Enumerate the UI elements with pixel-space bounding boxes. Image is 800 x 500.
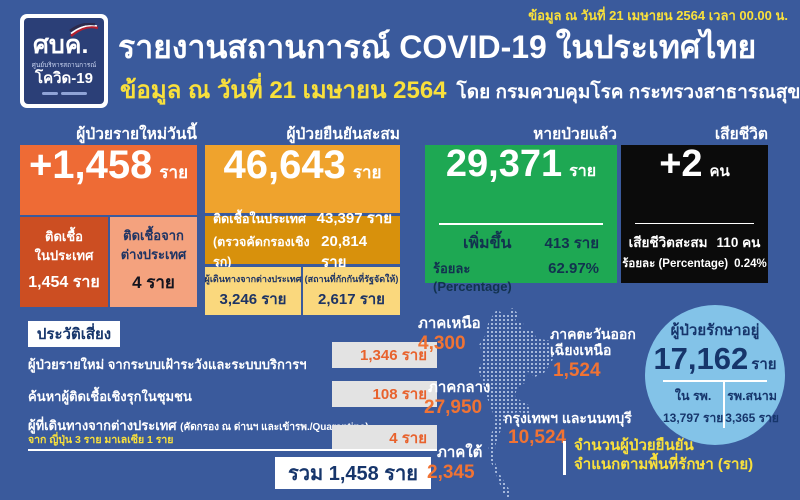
region-north-label: ภาคเหนือ <box>418 315 481 332</box>
region-bangkok-value: 10,524 <box>508 427 567 448</box>
recovered-percent-label: ร้อยละ (Percentage) <box>433 261 512 294</box>
logo-tagline-decoration <box>41 91 87 95</box>
risk-total: รวม 1,458 ราย <box>275 457 431 489</box>
risk-item3-note: จาก ญี่ปุ่น 3 ราย มาเลเซีย 1 ราย <box>28 434 174 446</box>
deaths-header: เสียชีวิต <box>714 126 768 143</box>
new-cases-card: +1,458 ราย <box>20 145 197 215</box>
subtitle-date: ข้อมูล ณ วันที่ 21 เมษายน 2564 <box>120 77 447 104</box>
treating-field-col: รพ.สนาม 3,365 ราย <box>725 382 779 428</box>
new-cases-domestic-card: ติดเชื้อ ในประเทศ 1,454 ราย <box>20 217 108 307</box>
domestic-label-1: ติดเชื้อ <box>45 229 83 245</box>
map-caption: จำนวนผู้ป่วยยืนยัน จำแนกตามพื้นที่รักษา … <box>574 437 753 475</box>
treating-circle-card: ผู้ป่วยรักษาอยู่ 17,162 ราย ใน รพ. 13,79… <box>645 305 785 445</box>
risk-item2-value: 108 ราย <box>332 381 437 407</box>
recovered-card: 29,371 ราย เพิ่มขึ้น 413 ราย ร้อยละ (Per… <box>425 143 617 294</box>
new-cases-abroad-card: ติดเชื้อจาก ต่างประเทศ 4 ราย <box>110 217 197 307</box>
subtitle-agency: โดย กรมควบคุมโรค กระทรวงสาธารณสุข <box>456 82 800 103</box>
thai-flag-swoosh-icon <box>69 22 99 43</box>
abroad-value: 4 ราย <box>132 272 175 292</box>
quarantine-value: 2,617 ราย <box>318 290 385 308</box>
cumulative-unit: ราย <box>352 163 382 182</box>
deaths-unit: คน <box>709 163 730 180</box>
travelers-label: ผู้เดินทางจากต่างประเทศ <box>204 273 302 284</box>
recovered-increase-value: 413 ราย <box>544 235 599 252</box>
region-central-label: ภาคกลาง <box>428 379 491 396</box>
region-central-value: 27,950 <box>424 397 483 418</box>
treating-unit: ราย <box>751 356 777 373</box>
recovered-percent-value: 62.97% <box>548 260 599 277</box>
recovered-increase-label: เพิ่มขึ้น <box>463 235 512 252</box>
region-northeast-label: ภาคตะวันออก เฉียงเหนือ <box>550 326 636 359</box>
new-cases-unit: ราย <box>159 163 189 182</box>
region-northeast-value: 1,524 <box>553 360 601 381</box>
deaths-cumulative-label: เสียชีวิตสะสม <box>628 235 708 250</box>
deaths-card: +2 คน เสียชีวิตสะสม 110 คน ร้อยละ (Perce… <box>621 145 768 283</box>
risk-section-divider <box>28 449 437 451</box>
map-caption-line2: จำแนกตามพื้นที่รักษา (ราย) <box>574 455 754 473</box>
risk-item2-label: ค้นหาผู้ติดเชื้อเชิงรุกในชุมชน <box>28 389 192 404</box>
ccsa-logo: ศบค. ศูนย์บริหารสถานการณ์ โควิด-19 <box>20 14 108 108</box>
cumulative-quarantine-card: (สถานที่กักกันที่รัฐจัดให้) 2,617 ราย <box>303 267 400 315</box>
logo-abbr: ศบค. <box>33 31 89 60</box>
deaths-percent-label: ร้อยละ (Percentage) <box>622 258 729 270</box>
ccsa-logo-inner: ศบค. ศูนย์บริหารสถานการณ์ โควิด-19 <box>24 18 104 104</box>
deaths-cumulative-value: 110 คน <box>716 235 761 250</box>
logo-covid-name: โควิด-19 <box>35 70 93 88</box>
page-title: รายงานสถานการณ์ COVID-19 ในประเทศไทย <box>118 29 757 65</box>
treating-hospital-col: ใน รพ. 13,797 ราย <box>663 382 726 428</box>
recovered-divider <box>439 223 603 225</box>
quarantine-label: (สถานที่กักกันที่รัฐจัดให้) <box>304 273 399 284</box>
cumulative-proactive-value: 20,814 ราย <box>321 233 368 271</box>
cumulative-value: 46,643 <box>223 143 346 187</box>
treating-value: 17,162 <box>653 341 749 376</box>
risk-item3-value: 4 ราย <box>332 425 437 451</box>
risk-item1-value: 1,346 ราย <box>332 342 437 368</box>
cumulative-card: 46,643 ราย <box>205 145 400 213</box>
cumulative-domestic-card: ติดเชื้อในประเทศ 43,397 ราย (ตรวจคัดกรอง… <box>205 210 400 271</box>
deaths-value: +2 <box>659 143 703 185</box>
risk-item3-label-sub: (คัดกรอง ณ ด่านฯ และเข้ารพ./Quarantine) <box>180 422 369 433</box>
region-south-label: ภาคใต้ <box>437 444 483 461</box>
treating-split: ใน รพ. 13,797 ราย รพ.สนาม 3,365 ราย <box>663 380 779 428</box>
recovered-header: หายป่วยแล้ว <box>533 126 617 143</box>
cumulative-travelers-card: ผู้เดินทางจากต่างประเทศ 3,246 ราย <box>205 267 301 315</box>
updated-timestamp: ข้อมูล ณ วันที่ 21 เมษายน 2564 เวลา 00.0… <box>528 8 788 23</box>
field-hospital-value: 3,365 ราย <box>725 411 779 425</box>
hospital-label: ใน รพ. <box>674 389 712 403</box>
cumulative-header: ผู้ป่วยยืนยันสะสม <box>286 126 400 143</box>
cumulative-proactive-label: (ตรวจคัดกรองเชิงรุก) <box>213 235 310 269</box>
map-caption-line1: จำนวนผู้ป่วยยืนยัน <box>574 437 694 454</box>
region-north-value: 4,300 <box>418 333 466 354</box>
hospital-value: 13,797 ราย <box>663 411 724 425</box>
risk-item3-label-main: ผู้ที่เดินทางจากต่างประเทศ <box>28 418 177 433</box>
region-south-value: 2,345 <box>427 462 475 483</box>
risk-item1-label: ผู้ป่วยรายใหม่ จากระบบเฝ้าระวังและระบบบร… <box>28 357 307 372</box>
recovered-value: 29,371 <box>445 143 563 185</box>
abroad-label-2: ต่างประเทศ <box>120 246 187 262</box>
deaths-percent-value: 0.24% <box>734 258 767 270</box>
cumulative-domestic-label: ติดเชื้อในประเทศ <box>213 212 306 226</box>
cumulative-domestic-value: 43,397 ราย <box>316 210 392 227</box>
treating-title: ผู้ป่วยรักษาอยู่ <box>670 322 760 339</box>
abroad-label-1: ติดเชื้อจาก <box>123 228 184 244</box>
recovered-unit: ราย <box>569 163 597 180</box>
page-subtitle: ข้อมูล ณ วันที่ 21 เมษายน 2564 โดย กรมคว… <box>120 70 800 109</box>
map-caption-bar <box>563 441 566 475</box>
domestic-value: 1,454 ราย <box>28 273 100 291</box>
new-cases-value: +1,458 <box>28 143 153 187</box>
region-bangkok-label: กรุงเทพฯ และนนทบุรี <box>504 410 632 426</box>
field-hospital-label: รพ.สนาม <box>727 389 777 403</box>
risk-history-title: ประวัติเสี่ยง <box>28 321 120 347</box>
new-cases-header: ผู้ป่วยรายใหม่วันนี้ <box>76 126 197 143</box>
travelers-value: 3,246 ราย <box>219 290 287 308</box>
risk-item3-label: ผู้ที่เดินทางจากต่างประเทศ (คัดกรอง ณ ด่… <box>28 415 369 436</box>
deaths-divider <box>635 223 754 224</box>
domestic-label-2: ในประเทศ <box>34 247 94 263</box>
logo-org-name: ศูนย์บริหารสถานการณ์ <box>31 62 97 70</box>
